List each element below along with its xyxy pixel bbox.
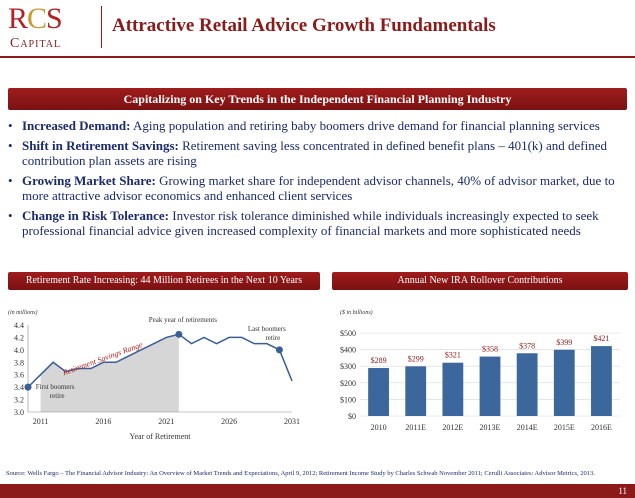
- bar-2014e: [516, 353, 538, 416]
- unit-note: ($ in billions): [340, 309, 373, 316]
- y-tick-label: $200: [340, 379, 356, 388]
- y-tick-label: 3.2: [14, 396, 24, 405]
- x-tick-label: 2016: [95, 417, 111, 426]
- bullet-label: Shift in Retirement Savings:: [22, 137, 179, 153]
- bullet-item: Change in Risk Tolerance: Investor risk …: [8, 208, 628, 239]
- x-tick-label: 2026: [221, 417, 237, 426]
- bullet-text: Investor risk tolerance diminished while…: [22, 207, 599, 239]
- bullet-text: Aging population and retiring baby boome…: [130, 118, 600, 133]
- y-tick-label: $100: [340, 395, 356, 404]
- bar-value-label: $399: [556, 338, 572, 347]
- y-tick-label: 3.8: [14, 358, 24, 367]
- bar-2011e: [405, 366, 427, 416]
- bar-value-label: $289: [371, 356, 387, 365]
- page-title: Attractive Retail Advice Growth Fundamen…: [112, 15, 496, 36]
- logo-mark: RCS: [8, 2, 63, 35]
- bar-2010: [368, 368, 389, 416]
- savings-range-band: [40, 334, 179, 412]
- bar-value-label: $378: [519, 341, 535, 350]
- bullet-label: Change in Risk Tolerance:: [22, 207, 169, 223]
- bar-value-label: $321: [445, 351, 461, 360]
- ira-bar-chart: ($ in billions) $500 $400 $300 $200 $100 $0 $28…: [340, 309, 620, 432]
- bar-2012e: [442, 362, 464, 416]
- x-tick-label: 2011: [33, 417, 49, 426]
- y-tick-label: 3.4: [14, 383, 24, 392]
- y-tick-label: 4.4: [14, 321, 24, 330]
- bullet-label: Growing Market Share:: [22, 172, 156, 188]
- data-point-marker: [175, 330, 183, 338]
- y-tick-label: 3.6: [14, 371, 24, 380]
- retirees-series-line: [27, 333, 293, 388]
- bullet-text: Retirement saving less concentrated in d…: [22, 137, 607, 169]
- logo-subtitle: Capital: [10, 36, 62, 51]
- x-tick-label: 2010: [371, 423, 387, 432]
- bullet-list: Increased Demand: Aging population and r…: [8, 118, 628, 243]
- data-point-marker: [24, 383, 32, 391]
- bullet-label: Increased Demand:: [22, 118, 131, 133]
- last-boomers-annotation-line2: retire: [265, 334, 280, 342]
- y-tick-label: $400: [340, 346, 356, 355]
- bar-2015e: [553, 349, 575, 416]
- footer-bar: [0, 484, 635, 498]
- y-tick-label: $0: [348, 412, 356, 421]
- bar-value-label: $299: [408, 354, 424, 363]
- last-boomers-annotation-line1: Last boomers: [248, 325, 286, 333]
- x-tick-label: 2014E: [517, 423, 538, 432]
- x-tick-label: 2016E: [591, 423, 612, 432]
- bar-2013e: [479, 356, 501, 416]
- ira-chart-header: Annual New IRA Rollover Contributions: [332, 272, 628, 290]
- y-tick-label: $500: [340, 329, 356, 338]
- x-axis-label: Year of Retirement: [130, 432, 192, 441]
- bullet-item: Increased Demand: Aging population and r…: [8, 118, 628, 134]
- first-boomers-annotation-line2: retire: [50, 392, 65, 400]
- title-divider: [101, 6, 102, 48]
- source-note: Source: Wells Fargo – The Financial Advi…: [6, 470, 595, 477]
- y-tick-label: 4.0: [14, 346, 24, 355]
- company-logo: RCS Capital: [8, 4, 96, 54]
- page-number: 11: [618, 486, 627, 496]
- bar-value-label: $421: [593, 334, 609, 343]
- bullet-item: Shift in Retirement Savings: Retirement …: [8, 138, 628, 169]
- bar-2016e: [591, 346, 612, 416]
- first-boomers-annotation-line1: First boomers: [36, 383, 75, 391]
- y-tick-label: $300: [340, 362, 356, 371]
- x-tick-label: 2021: [158, 417, 174, 426]
- title-rule: [0, 56, 635, 58]
- x-tick-label: 2015E: [554, 423, 575, 432]
- peak-annotation: Peak year of retirements: [149, 316, 217, 324]
- retirement-line-chart: (in millions) 4.4 4.2 4.0 3.8 3.6 3.4 3.2 3.0 201…: [8, 309, 300, 441]
- y-tick-label: 3.0: [14, 408, 24, 417]
- bullet-text: Growing market share for independent adv…: [22, 172, 615, 204]
- unit-note: (in millions): [8, 309, 38, 316]
- retirement-chart-header: Retirement Rate Increasing: 44 Million R…: [8, 272, 320, 290]
- section-banner: Capitalizing on Key Trends in the Indepe…: [8, 88, 627, 110]
- x-tick-label: 2031: [284, 417, 300, 426]
- x-tick-label: 2011E: [405, 423, 426, 432]
- x-tick-label: 2013E: [480, 423, 501, 432]
- y-tick-label: 4.2: [14, 333, 24, 342]
- bar-value-label: $358: [482, 345, 498, 354]
- x-tick-label: 2012E: [442, 423, 463, 432]
- bullet-item: Growing Market Share: Growing market sha…: [8, 173, 628, 204]
- data-point-marker: [275, 346, 283, 354]
